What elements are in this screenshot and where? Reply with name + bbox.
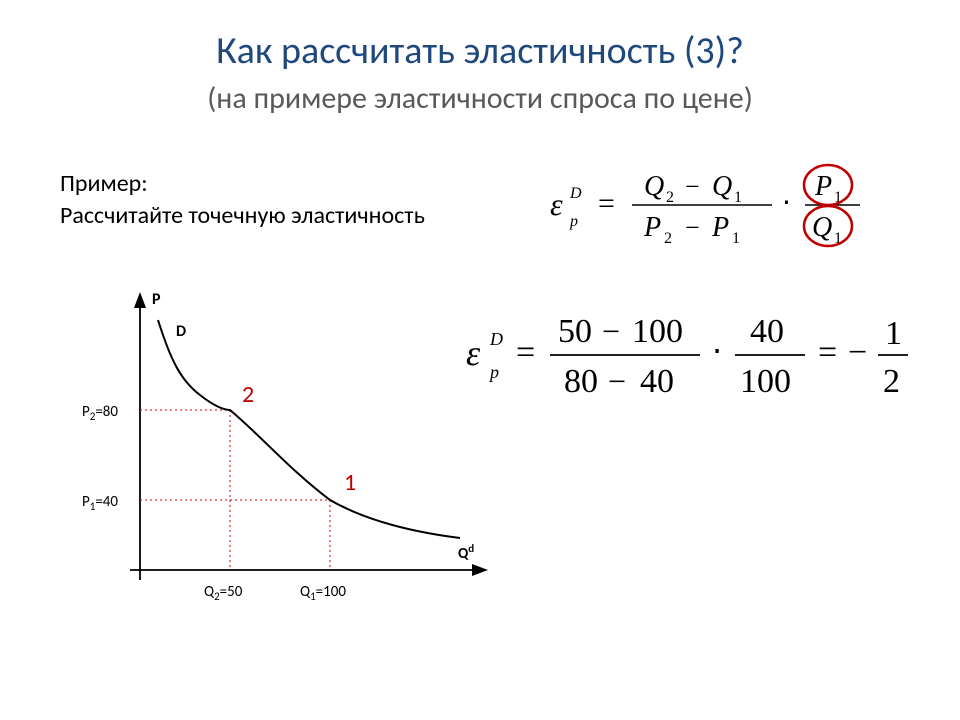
x-axis-arrow	[472, 564, 488, 576]
p2-tick: P2=80	[82, 403, 118, 423]
formula-numeric: ε D p = 50 − 100 80 − 40 ⋅ 40 100 = − 1 …	[460, 300, 940, 410]
q1d-sym: Q	[812, 212, 832, 243]
q1-sub: 1	[734, 189, 742, 206]
p1-tick: P1=40	[82, 493, 118, 513]
p2-sym: P	[643, 212, 661, 243]
p2-sub: 2	[664, 230, 672, 247]
eps-sup: D	[569, 185, 582, 202]
eq: =	[598, 187, 615, 220]
dot-b: ⋅	[712, 333, 722, 369]
demand-curve	[158, 320, 460, 538]
x-axis-label: Qd	[458, 542, 474, 563]
eq2-b: =	[818, 334, 837, 371]
rn-40: 40	[750, 313, 784, 350]
eps-symbol: ε	[550, 186, 563, 222]
minus-n: −	[685, 172, 700, 201]
demand-curve-chart: P Qd D 2 1 P2=80 P1=40 Q2=50 Q1=100	[60, 280, 500, 620]
dot: ⋅	[782, 188, 791, 219]
n-minus: −	[602, 313, 620, 349]
p1n-sym: P	[814, 171, 832, 202]
q2-tick: Q2=50	[204, 583, 243, 603]
n-50: 50	[558, 313, 592, 350]
minus-d: −	[685, 213, 700, 242]
p1-sym: P	[711, 212, 729, 243]
y-axis-arrow	[134, 292, 146, 308]
body-line-2: Рассчитайте точечную эластичность	[60, 200, 425, 232]
p1-sub: 1	[732, 230, 740, 247]
body-text: Пример: Рассчитайте точечную эластичност…	[60, 168, 425, 233]
point-1-label: 1	[344, 468, 356, 497]
neg-b: −	[848, 334, 867, 371]
d-minus: −	[608, 363, 626, 399]
curve-label: D	[176, 322, 186, 341]
formula-point-elasticity: ε D p = Q 2 − Q 1 P 2 − P 1 ⋅ P 1 Q 1	[540, 160, 920, 250]
rd-100: 100	[740, 363, 791, 400]
q1-sym: Q	[712, 171, 732, 202]
slide-subtitle: (на примере эластичности спроса по цене)	[0, 80, 960, 117]
fd-2: 2	[883, 363, 900, 400]
q1-tick: Q1=100	[300, 583, 346, 603]
body-line-1: Пример:	[60, 168, 425, 200]
slide-title: Как рассчитать эластичность (3)?	[0, 28, 960, 74]
eq-b: =	[516, 334, 535, 371]
point-2-label: 2	[242, 380, 254, 409]
d-80: 80	[564, 363, 598, 400]
d-40: 40	[640, 363, 674, 400]
q2-sub: 2	[666, 189, 674, 206]
y-axis-label: P	[152, 290, 161, 309]
eps-sub: p	[569, 213, 578, 230]
fn-1: 1	[885, 315, 902, 352]
q2-sym: Q	[644, 171, 664, 202]
n-100: 100	[632, 313, 683, 350]
